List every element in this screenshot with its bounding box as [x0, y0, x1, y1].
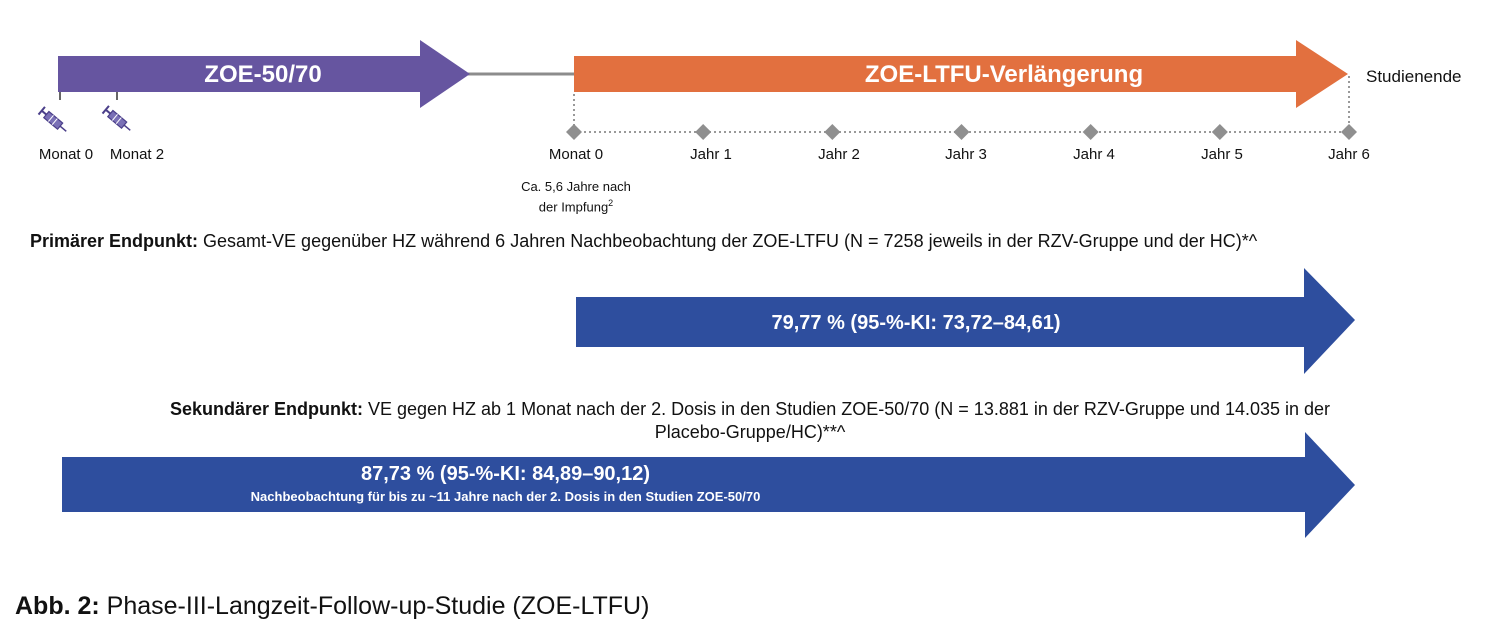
secondary-result-note: Nachbeobachtung für bis zu ~11 Jahre nac…: [250, 489, 761, 504]
ltfu-tick-label-6: Jahr 6: [1328, 146, 1370, 163]
secondary-endpoint-heading: Sekundärer Endpunkt:: [169, 399, 363, 419]
secondary-result-arrow: [62, 432, 1355, 538]
ltfu-arrow-label: ZOE-LTFU-Verlängerung: [864, 61, 1144, 88]
ltfu-start-note: Ca. 5,6 Jahre nach der Impfung2: [510, 179, 642, 215]
phase-arrow-label: ZOE-50/70: [204, 61, 322, 88]
secondary-result: 87,73 % (95-%-KI: 84,89–90,12): [360, 463, 651, 485]
ltfu-tick-label-2: Jahr 2: [818, 146, 860, 163]
ltfu-arrow: [574, 40, 1348, 108]
ltfu-start-note-line1: Ca. 5,6 Jahre nach: [521, 179, 631, 194]
figure-caption: Abb. 2: Phase-III-Langzeit-Follow-up-Stu…: [15, 592, 649, 621]
secondary-endpoint-text: Sekundärer Endpunkt: VE gegen HZ ab 1 Mo…: [0, 398, 1500, 444]
ltfu-tick-label-1: Jahr 1: [690, 146, 732, 163]
ltfu-tick-label-3: Jahr 3: [945, 146, 987, 163]
secondary-endpoint-description: VE gegen HZ ab 1 Monat nach der 2. Dosis…: [362, 399, 1331, 419]
timeline-marker: [695, 124, 712, 140]
primary-endpoint-description: Gesamt-VE gegenüber HZ während 6 Jahren …: [198, 231, 1258, 251]
primary-endpoint-text: Primärer Endpunkt: Gesamt-VE gegenüber H…: [30, 231, 1257, 252]
study-end-label: Studienende: [1366, 67, 1462, 86]
figure-caption-text: Phase-III-Langzeit-Follow-up-Studie (ZOE…: [99, 592, 650, 620]
phase-tick-label-1: Monat 2: [109, 146, 165, 163]
timeline-marker: [566, 124, 582, 140]
primary-endpoint-heading: Primärer Endpunkt:: [30, 231, 199, 251]
figure-caption-label: Abb. 2:: [15, 592, 100, 620]
syringe-icon: [101, 105, 131, 131]
footnote-ref: 2: [608, 198, 614, 208]
primary-result: 79,77 % (95-%-KI: 73,72–84,61): [771, 312, 1061, 334]
ltfu-tick-label-4: Jahr 4: [1073, 146, 1115, 163]
secondary-endpoint-line1: Sekundärer Endpunkt: VE gegen HZ ab 1 Mo…: [0, 398, 1500, 421]
ltfu-start-note-line2: der Impfung2: [538, 198, 614, 215]
ltfu-markers: [566, 124, 1357, 140]
timeline-marker: [1082, 124, 1099, 140]
timeline-marker: [824, 124, 841, 140]
timeline-marker: [953, 124, 970, 140]
secondary-endpoint-line2: Placebo-Gruppe/HC)**^: [654, 422, 846, 442]
ltfu-tick-label-0: Monat 0: [548, 146, 604, 163]
timeline-marker: [1341, 124, 1357, 140]
ltfu-tick-label-5: Jahr 5: [1201, 146, 1243, 163]
syringe-icon: [37, 106, 67, 132]
phase-tick-label-0: Monat 0: [38, 146, 94, 163]
phase-arrow: [58, 40, 470, 108]
timeline-marker: [1211, 124, 1228, 140]
primary-result-arrow: [576, 268, 1355, 374]
